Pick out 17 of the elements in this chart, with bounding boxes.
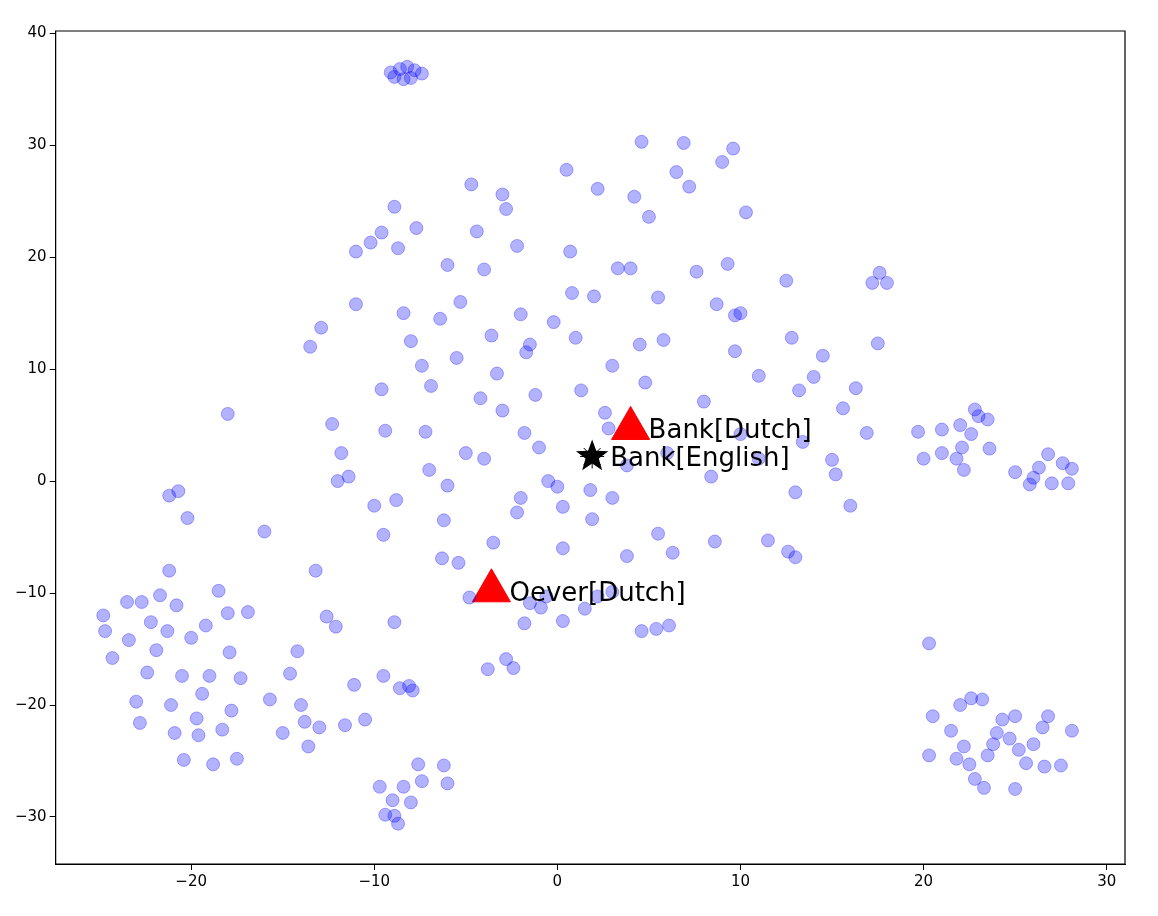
y-tick-label: 10: [27, 359, 47, 378]
x-tick-label: −20: [175, 871, 207, 890]
series-label: Oever[Dutch]: [509, 576, 686, 607]
y-tick-label: 20: [27, 247, 47, 266]
y-tick-label: 30: [27, 135, 47, 154]
x-tick-label: 10: [730, 871, 751, 890]
y-tick-label: −20: [15, 694, 47, 713]
legend-label: Bank[English]: [610, 442, 790, 473]
x-tick-label: 0: [552, 871, 563, 890]
x-tick-label: 30: [1097, 871, 1117, 890]
y-tick-label: 0: [37, 470, 47, 489]
y-tick-label: −10: [15, 582, 47, 601]
y-tick-label: −30: [15, 806, 47, 825]
x-tick-label: 20: [914, 871, 934, 890]
y-tick-label: 40: [27, 23, 47, 42]
series-label: Bank[Dutch]: [648, 414, 812, 445]
x-tick-label: −10: [358, 871, 391, 890]
